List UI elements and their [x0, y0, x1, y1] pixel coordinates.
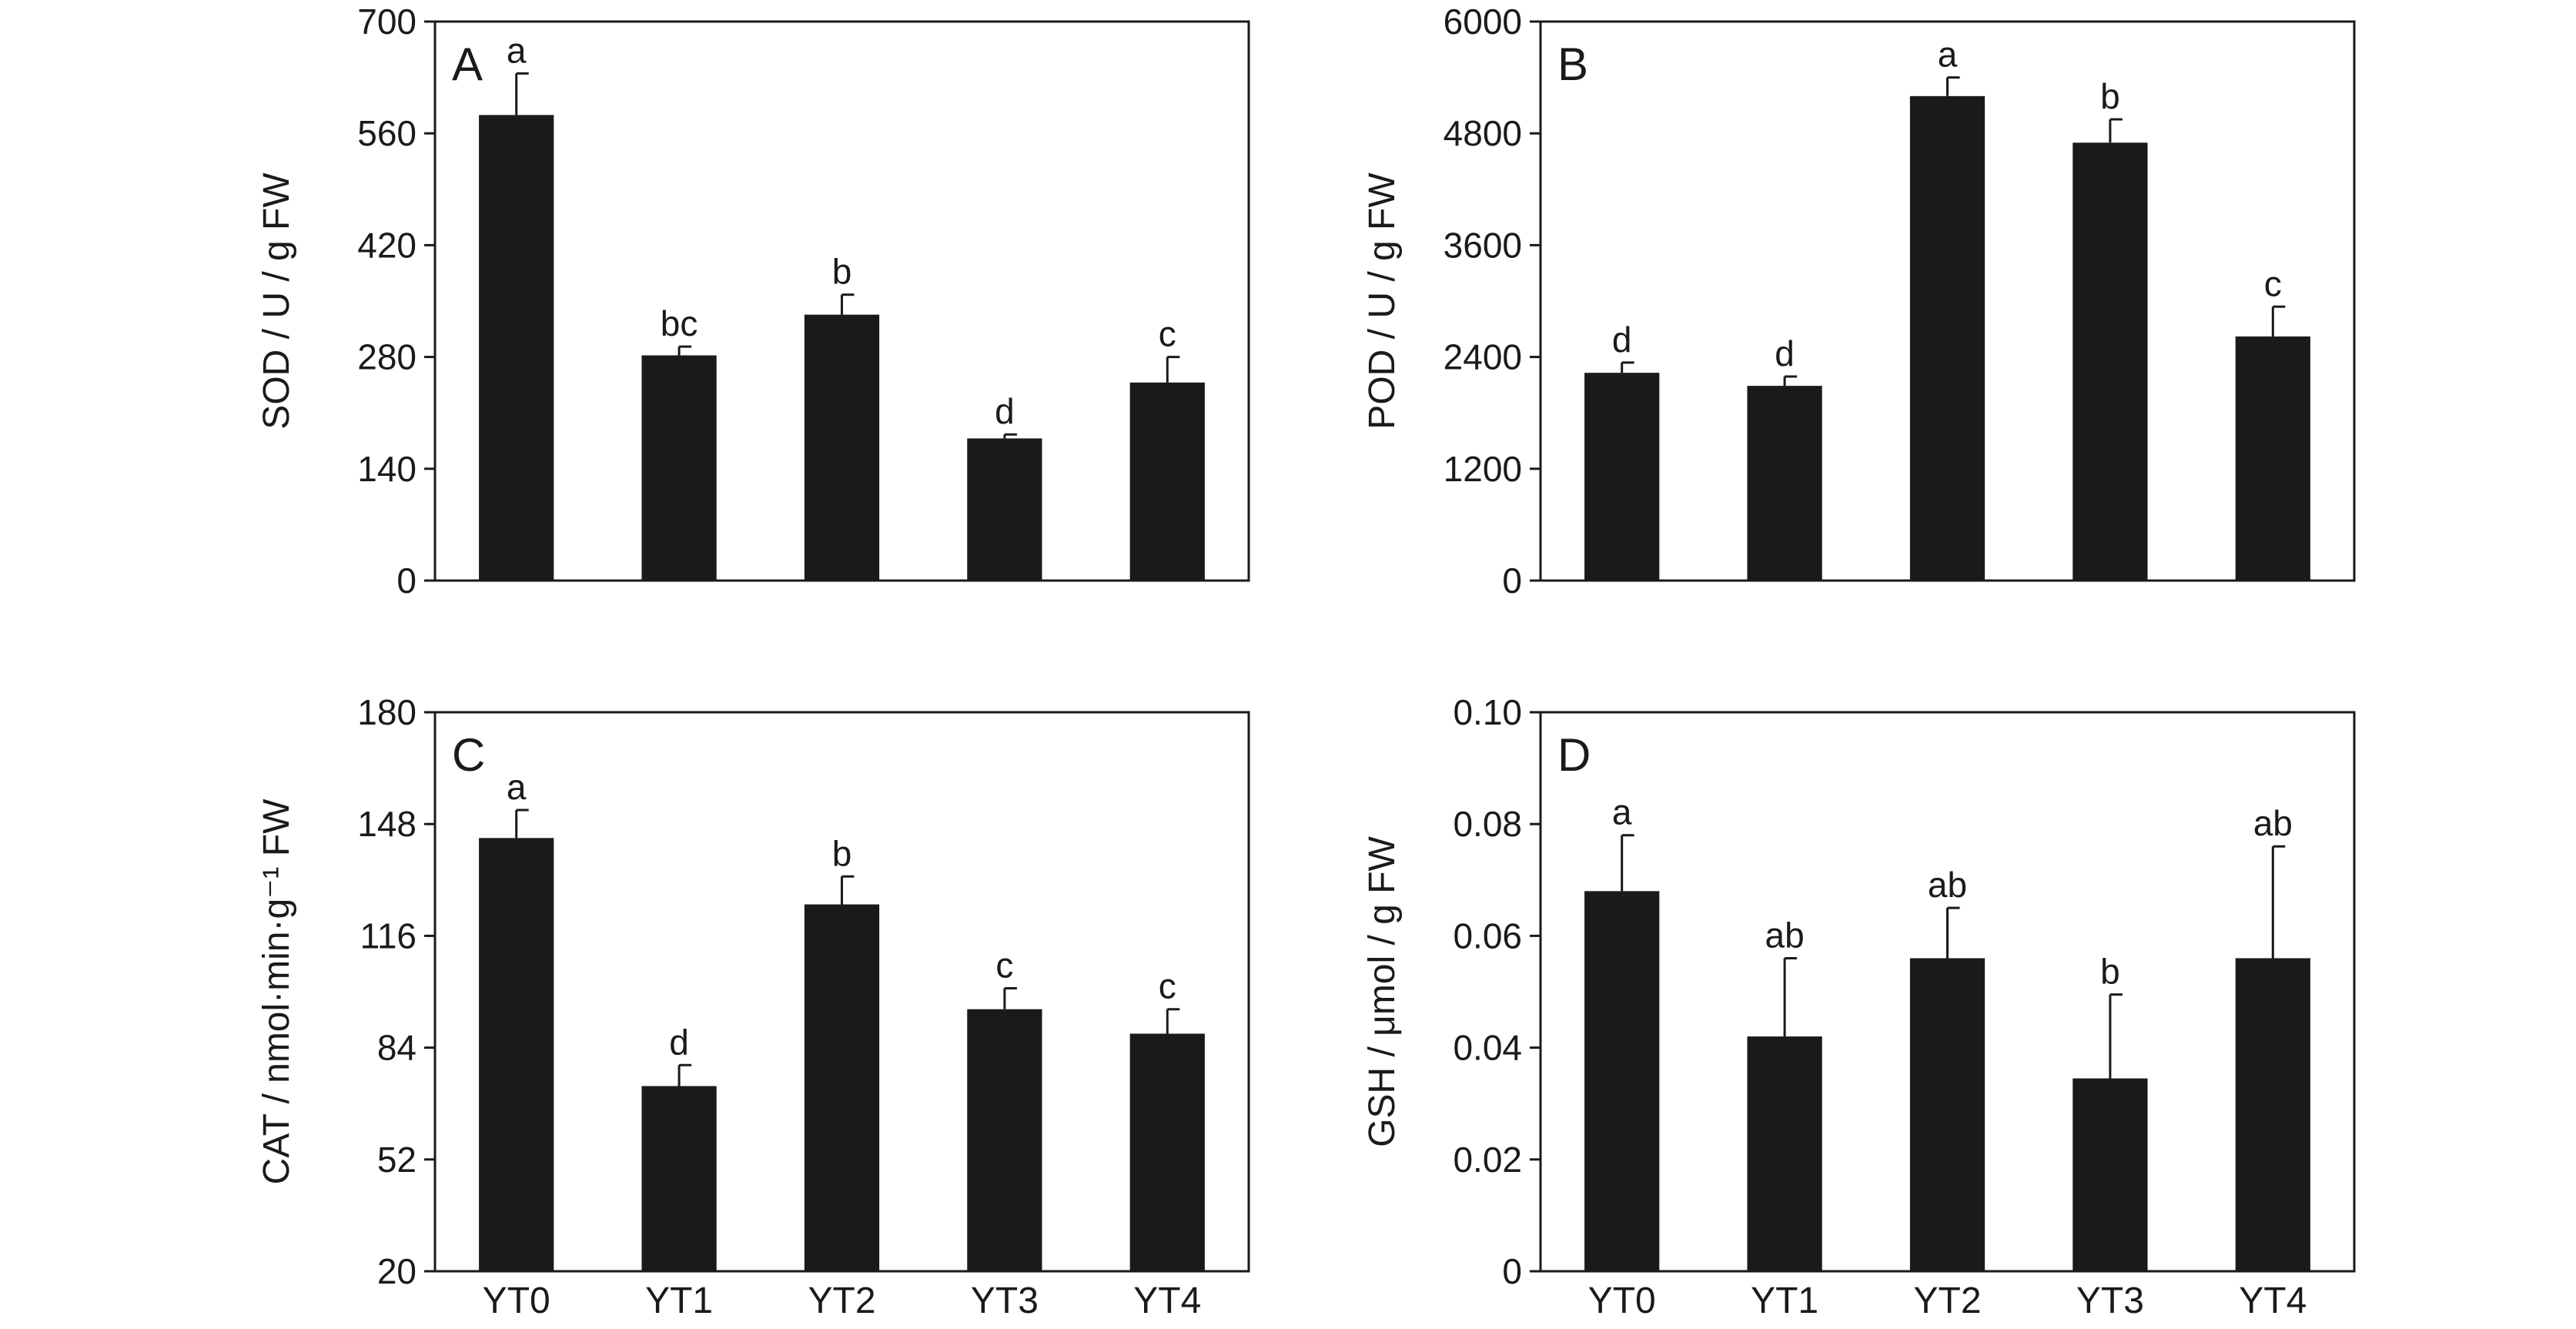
panel-c-significance-letter: d: [669, 1022, 689, 1062]
panel-b-significance-letter: d: [1612, 320, 1632, 360]
panel-d-bar-yt0: [1584, 891, 1660, 1271]
panel-c-y-tick-label: 148: [357, 804, 417, 844]
panel-d-y-tick-label: 0.08: [1453, 804, 1522, 844]
panel-a-y-tick-label: 0: [396, 561, 417, 601]
panel-d-x-tick-label: YT4: [2239, 1280, 2307, 1321]
panel-b-y-tick-label: 6000: [1444, 2, 1522, 42]
panel-c-y-tick-label: 20: [377, 1251, 417, 1291]
panel-c-x-tick-label: YT1: [645, 1280, 713, 1321]
panel-a-bar-yt3: [967, 438, 1042, 581]
panel-a-significance-letter: c: [1159, 314, 1176, 354]
panel-d-y-tick-label: 0.02: [1453, 1140, 1522, 1180]
panel-c-plot-frame: [433, 711, 1250, 1273]
panel-b-significance-letter: c: [2264, 263, 2282, 303]
panel-c-bar-yt2: [804, 904, 880, 1271]
panel-a-bar-yt4: [1129, 382, 1205, 581]
panel-a-y-tick-label: 700: [357, 2, 417, 42]
panel-d-bar-yt4: [2235, 958, 2310, 1271]
panel-b-y-tick-label: 1200: [1444, 449, 1522, 489]
panel-a-bar-yt0: [479, 115, 554, 581]
panel-d-significance-letter: b: [2100, 952, 2120, 992]
panel-d-y-axis-title: GSH / μmol / g FW: [1362, 835, 1403, 1147]
panel-a-y-axis-title: SOD / U / g FW: [256, 172, 297, 430]
panel-c-label: C: [452, 729, 485, 781]
panel-a-significance-letter: bc: [661, 303, 698, 343]
panel-c-x-tick-label: YT2: [808, 1280, 875, 1321]
panel-d-y-tick-label: 0.10: [1453, 692, 1522, 732]
panel-c-bar-yt3: [967, 1009, 1042, 1271]
panel-c-significance-letter: c: [995, 945, 1013, 985]
panel-c-y-axis-title: CAT / nmol·min·g⁻¹ FW: [256, 798, 297, 1185]
panel-c-bar-yt1: [641, 1086, 717, 1271]
panel-c-bar-yt4: [1129, 1033, 1205, 1271]
panel-d-x-tick-label: YT3: [2076, 1280, 2144, 1321]
panel-c-y-tick-label: 180: [357, 692, 417, 732]
panel-d-label: D: [1557, 729, 1591, 781]
panel-b-bar-yt1: [1747, 386, 1822, 581]
panel-c-y-tick-label: 84: [377, 1028, 417, 1068]
panel-c-significance-letter: a: [507, 767, 527, 807]
panel-b-bar-yt2: [1909, 95, 1986, 581]
panel-d-x-tick-label: YT2: [1913, 1280, 1981, 1321]
panel-d-x-tick-label: YT0: [1588, 1280, 1656, 1321]
panel-b-significance-letter: d: [1775, 333, 1795, 373]
panel-a-bar-yt2: [804, 314, 880, 581]
panel-d-significance-letter: ab: [1928, 865, 1967, 905]
panel-d-significance-letter: ab: [1765, 915, 1805, 955]
panel-b-significance-letter: a: [1938, 35, 1958, 75]
panel-d-y-tick-label: 0: [1502, 1251, 1522, 1291]
panel-b-bar-yt4: [2235, 336, 2310, 581]
panel-c-bar-yt0: [479, 838, 554, 1271]
panel-d-y-tick-label: 0.06: [1453, 916, 1522, 956]
panel-c-x-tick-label: YT0: [483, 1280, 550, 1321]
panel-a-plot-frame: [433, 20, 1250, 582]
panel-d-bar-yt1: [1747, 1036, 1822, 1271]
panel-b-y-tick-label: 0: [1502, 561, 1522, 601]
panel-d-bar-yt2: [1909, 958, 1986, 1271]
panel-a-y-tick-label: 140: [357, 449, 417, 489]
panel-b-y-tick-label: 4800: [1444, 113, 1522, 153]
panel-a-significance-letter: a: [507, 30, 527, 70]
panel-d-y-tick-label: 0.04: [1453, 1028, 1522, 1068]
panel-d-x-tick-label: YT1: [1751, 1280, 1818, 1321]
panel-a-significance-letter: d: [995, 391, 1015, 431]
panel-c-y-tick-label: 116: [360, 916, 417, 956]
panel-c-x-tick-label: YT3: [971, 1280, 1039, 1321]
panel-b-significance-letter: b: [2100, 76, 2120, 116]
panel-b-y-tick-label: 3600: [1444, 225, 1522, 265]
panel-a-y-tick-label: 560: [357, 113, 417, 153]
panel-d-plot-frame: [1539, 711, 2356, 1273]
panel-a-label: A: [452, 38, 483, 90]
panel-b-bar-yt3: [2073, 142, 2148, 581]
panel-c-y-tick-label: 52: [377, 1140, 417, 1180]
panel-b-y-tick-label: 2400: [1444, 337, 1522, 377]
panel-d-bar-yt3: [2073, 1078, 2148, 1271]
panel-b-bar-yt0: [1584, 373, 1660, 581]
panel-d-significance-letter: ab: [2253, 803, 2293, 843]
panel-d-significance-letter: a: [1612, 792, 1632, 832]
panel-a-significance-letter: b: [832, 252, 852, 292]
panel-c-significance-letter: c: [1159, 966, 1176, 1006]
panel-b-plot-frame: [1539, 20, 2356, 582]
panel-c-significance-letter: b: [832, 833, 852, 873]
panel-b-label: B: [1557, 38, 1588, 90]
panel-b-y-axis-title: POD / U / g FW: [1362, 172, 1403, 430]
panel-a-bar-yt1: [641, 355, 717, 581]
panel-c-x-tick-label: YT4: [1133, 1280, 1201, 1321]
panel-a-y-tick-label: 420: [357, 225, 417, 265]
panel-a-y-tick-label: 280: [357, 337, 417, 377]
